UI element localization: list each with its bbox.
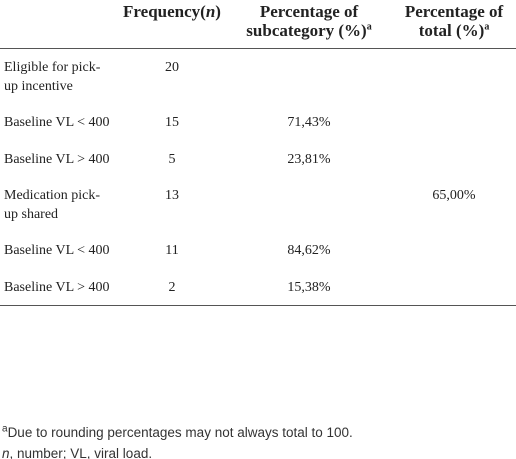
table-cell: 11 bbox=[165, 243, 179, 258]
table-cell bbox=[392, 104, 516, 141]
table-cell: 20 bbox=[165, 60, 179, 75]
table-cell: 15 bbox=[165, 115, 179, 130]
table-cell: 5 bbox=[168, 151, 176, 167]
table-row: Eligible for pick-up incentive 20 bbox=[0, 49, 516, 105]
text-segment: Percentage of total (%) bbox=[404, 2, 504, 40]
header-cell: Percentage of total (%)a bbox=[392, 0, 516, 49]
superscript: a bbox=[366, 21, 372, 33]
table-cell: Baseline VL > 400 bbox=[4, 151, 110, 167]
table-cell: 71,43% bbox=[287, 115, 331, 130]
table-cell bbox=[392, 232, 516, 269]
table-cell bbox=[392, 141, 516, 178]
table-cell bbox=[392, 269, 516, 306]
table-row: Baseline VL < 400 11 84,62% bbox=[0, 232, 516, 269]
table-cell: 65,00% bbox=[432, 188, 476, 203]
table-cell: Eligible for pick-up incentive bbox=[4, 60, 101, 94]
superscript: a bbox=[484, 21, 490, 33]
superscript: a bbox=[2, 423, 8, 435]
text-segment: n bbox=[205, 2, 216, 21]
table-row: Baseline VL < 400 15 71,43% bbox=[0, 104, 516, 141]
table-cell: 15,38% bbox=[287, 279, 331, 295]
table-row: Medication pick-up shared 13 65,00% bbox=[0, 177, 516, 232]
table-cell: 84,62% bbox=[287, 243, 331, 258]
data-table: Frequency(n) Percentage of subcategory (%… bbox=[0, 0, 516, 306]
table-cell: Baseline VL < 400 bbox=[4, 115, 110, 130]
table-cell bbox=[392, 49, 516, 105]
table-cell: 23,81% bbox=[287, 151, 331, 167]
header-cell: Frequency(n) bbox=[118, 0, 226, 49]
text-segment: , number; VL, viral load. bbox=[9, 446, 153, 459]
table-cell: Medication pick-up shared bbox=[4, 188, 101, 222]
table-cell: Baseline VL > 400 bbox=[4, 279, 110, 295]
header-row: Frequency(n) Percentage of subcategory (%… bbox=[0, 0, 516, 49]
text-segment: Frequency bbox=[123, 2, 201, 21]
table-cell: 2 bbox=[168, 279, 176, 295]
footnote: aDue to rounding percentages may not alw… bbox=[2, 422, 353, 443]
text-segment: ( bbox=[200, 2, 206, 21]
table-cell bbox=[226, 49, 392, 105]
table-cell: Baseline VL < 400 bbox=[4, 243, 110, 258]
table-cell: 13 bbox=[165, 188, 179, 203]
table-body: Eligible for pick-up incentive 20 Baseline… bbox=[0, 49, 516, 306]
table-cell bbox=[226, 177, 392, 232]
text-segment: Due to rounding percentages may not alwa… bbox=[7, 425, 353, 440]
footnote: n, number; VL, viral load. bbox=[2, 443, 353, 459]
header-cell bbox=[0, 0, 118, 49]
header-cell: Percentage of subcategory (%)a bbox=[226, 0, 392, 49]
text-segment: Percentage of subcategory (%) bbox=[246, 2, 367, 40]
footnotes: aDue to rounding percentages may not alw… bbox=[2, 422, 353, 459]
text-segment: ) bbox=[215, 2, 221, 21]
text-segment: n bbox=[2, 446, 10, 459]
table-row: Baseline VL > 400 5 23,81% bbox=[0, 141, 516, 178]
table-row: Baseline VL > 400 2 15,38% bbox=[0, 269, 516, 306]
